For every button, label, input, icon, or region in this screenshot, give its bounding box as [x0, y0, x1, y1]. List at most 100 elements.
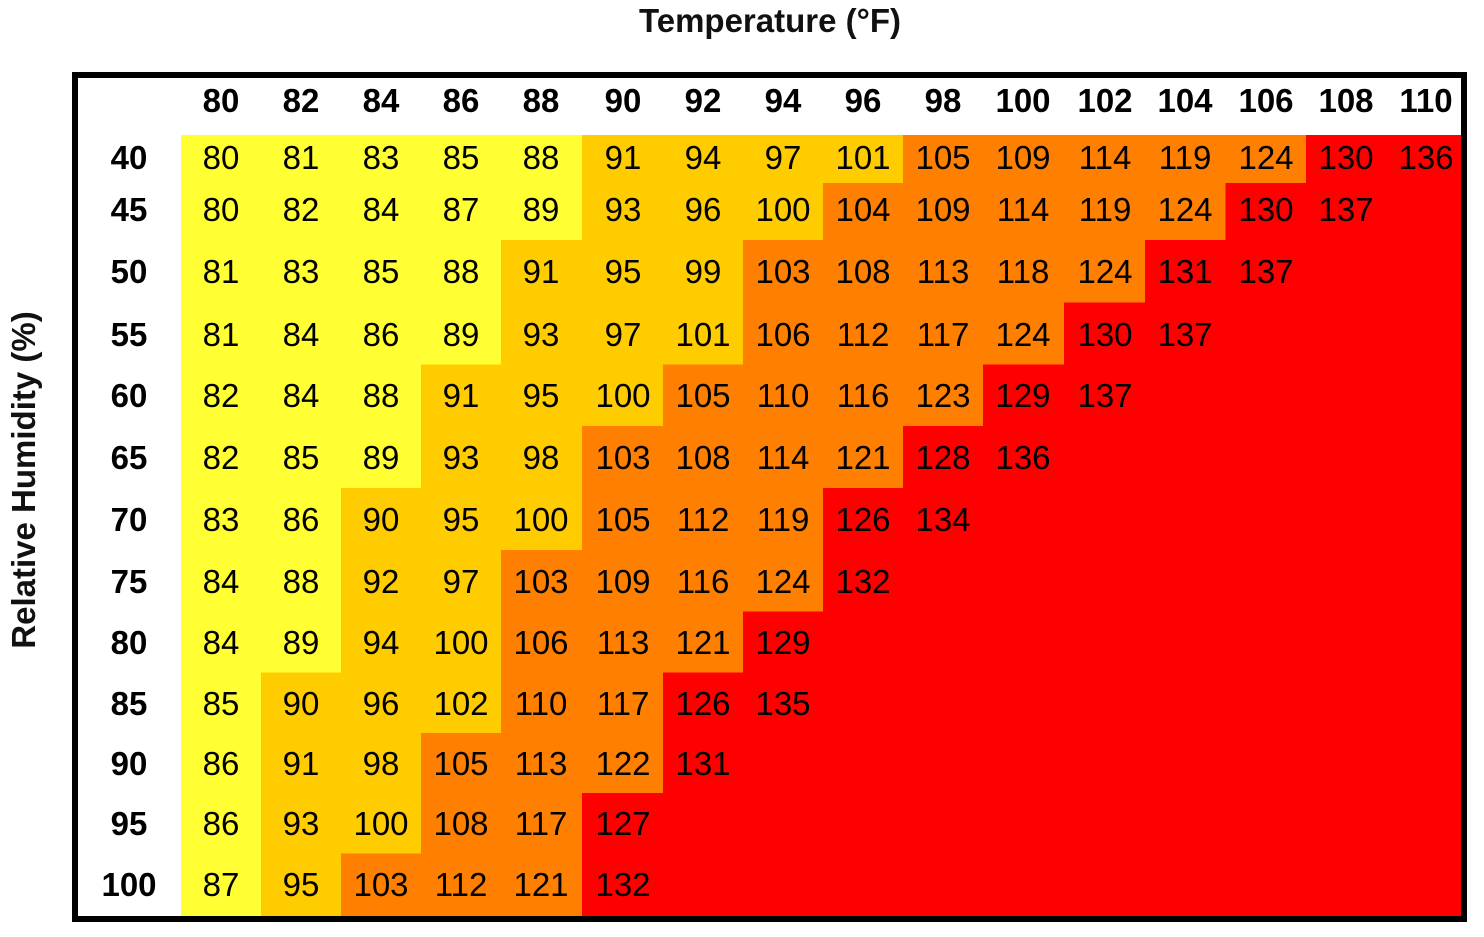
column-header-temperature: 108: [1318, 82, 1373, 119]
heat-cell: [1145, 135, 1227, 184]
cell-value: 103: [353, 866, 408, 903]
column-header-temperature: 104: [1157, 82, 1213, 119]
cell-value: 100: [353, 805, 408, 842]
x-axis-title: Temperature (°F): [639, 2, 901, 39]
heat-cell: [663, 611, 744, 674]
heat-cell: [261, 611, 342, 674]
cell-value: 124: [755, 563, 810, 600]
heat-cell: [501, 733, 583, 794]
cell-value: 109: [595, 563, 650, 600]
heat-cell: [582, 611, 664, 674]
cell-value: 98: [363, 745, 400, 782]
cell-value: 124: [1238, 139, 1293, 176]
cell-value: 87: [203, 866, 240, 903]
cell-value: 95: [605, 253, 642, 290]
heat-cell: [743, 488, 824, 551]
cell-value: 84: [203, 624, 240, 661]
heat-cell: [421, 240, 502, 304]
heat-cell: [582, 793, 664, 855]
heat-cell: [421, 672, 502, 734]
heat-cell: [1064, 302, 1146, 366]
cell-value: 81: [203, 253, 240, 290]
cell-value: 110: [757, 377, 810, 414]
cell-value: 85: [283, 439, 320, 476]
cell-value: 97: [605, 316, 642, 353]
cell-value: 135: [755, 685, 810, 722]
heat-cell: [261, 426, 342, 489]
cell-value: 95: [523, 377, 560, 414]
cell-value: 137: [1238, 253, 1293, 290]
cell-value: 121: [675, 624, 730, 661]
cell-value: 119: [757, 501, 810, 538]
cell-value: 106: [755, 316, 810, 353]
heat-cell: [341, 853, 422, 916]
heat-cell: [663, 240, 744, 304]
cell-value: 127: [595, 805, 650, 842]
cell-value: 121: [835, 439, 890, 476]
heat-cell: [663, 550, 744, 613]
cell-value: 101: [835, 139, 890, 176]
cell-value: 110: [515, 685, 568, 722]
heat-cell: [181, 183, 262, 241]
heat-cell: [181, 426, 262, 489]
cell-value: 105: [675, 377, 730, 414]
heat-cell: [501, 183, 583, 241]
cell-value: 85: [443, 139, 480, 176]
cell-value: 82: [203, 377, 240, 414]
cell-value: 105: [433, 745, 488, 782]
heat-cell: [501, 135, 583, 184]
cell-value: 93: [523, 316, 560, 353]
heat-cell: [582, 183, 664, 241]
heat-cell: [421, 488, 502, 551]
heat-cell: [181, 672, 262, 734]
heat-cell: [1225, 135, 1307, 184]
cell-value: 130: [1238, 191, 1293, 228]
row-header-humidity: 40: [111, 139, 148, 176]
heat-cell: [261, 488, 342, 551]
cell-value: 90: [363, 501, 400, 538]
heat-cell: [341, 672, 422, 734]
heat-cell: [341, 135, 422, 184]
cell-value: 86: [203, 805, 240, 842]
heat-cell: [903, 488, 984, 551]
cell-value: 117: [597, 685, 650, 722]
heat-cell: [261, 240, 342, 304]
heat-cell: [341, 611, 422, 674]
row-header-humidity: 65: [111, 439, 148, 476]
heat-cell: [501, 550, 583, 613]
cell-value: 113: [515, 745, 568, 782]
cell-value: 85: [203, 685, 240, 722]
heat-cell: [1225, 240, 1307, 304]
cell-value: 130: [1318, 139, 1373, 176]
column-header-temperature: 94: [765, 82, 802, 119]
cell-value: 131: [1157, 253, 1212, 290]
cell-value: 137: [1318, 191, 1373, 228]
cell-value: 104: [835, 191, 890, 228]
cell-value: 83: [203, 501, 240, 538]
heat-cell: [1064, 240, 1146, 304]
cell-value: 82: [203, 439, 240, 476]
heat-cell: [1386, 135, 1461, 184]
column-header-temperature: 88: [523, 82, 560, 119]
cell-value: 117: [917, 316, 970, 353]
column-header-temperature: 86: [443, 82, 480, 119]
cell-value: 132: [595, 866, 650, 903]
cell-value: 85: [363, 253, 400, 290]
cell-value: 91: [283, 745, 320, 782]
heat-index-table: 80 81 83 85 88 91 94 97 101 105 109 114 119 124 130 136…: [72, 72, 1467, 922]
heat-cell: [903, 183, 984, 241]
cell-value: 119: [1079, 191, 1132, 228]
cell-value: 123: [915, 377, 970, 414]
heat-cell: [903, 426, 984, 489]
heat-cell: [181, 793, 262, 855]
cell-value: 89: [443, 316, 480, 353]
heat-cell: [261, 183, 342, 241]
heat-cell: [501, 853, 583, 916]
cell-value: 89: [523, 191, 560, 228]
heat-cell: [823, 426, 904, 489]
cell-value: 106: [513, 624, 568, 661]
heat-cell: [501, 611, 583, 674]
cell-value: 96: [685, 191, 722, 228]
heat-cell: [501, 364, 583, 427]
heat-cell: [743, 364, 824, 427]
